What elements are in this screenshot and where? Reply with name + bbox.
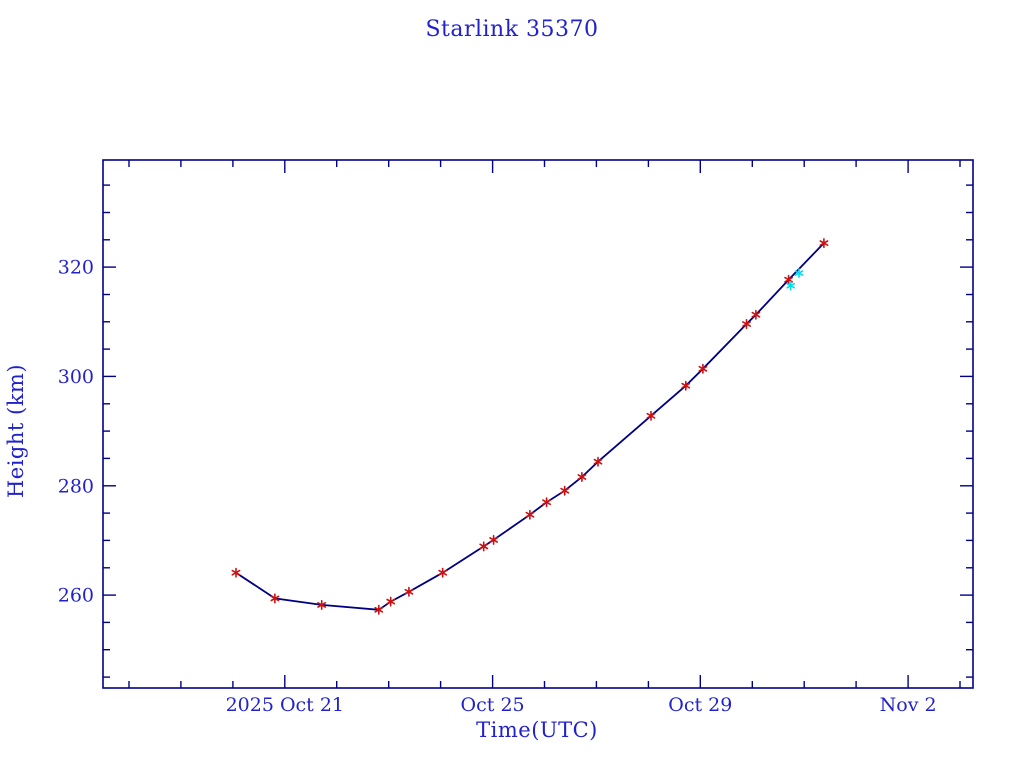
observed-height-marker <box>489 534 499 545</box>
latest-elements-marker <box>794 268 804 278</box>
observed-height-marker <box>751 309 761 320</box>
observed-height-marker <box>404 586 414 597</box>
observed-height-marker <box>542 497 552 508</box>
observed-height-marker <box>317 599 327 610</box>
x-tick-label: Nov 2 <box>880 694 937 716</box>
observed-height-marker <box>593 456 603 467</box>
observed-height-marker <box>742 318 752 330</box>
observed-height-marker <box>270 593 280 604</box>
observed-height-marker <box>479 541 489 552</box>
x-axis-label: Time(UTC) <box>476 718 598 742</box>
observed-height-marker <box>231 567 241 578</box>
x-tick-label: Oct 25 <box>461 694 525 716</box>
observed-height-marker <box>438 567 448 578</box>
y-tick-label: 260 <box>58 585 94 607</box>
observed-height-marker <box>577 471 587 483</box>
observed-height-marker <box>681 380 691 391</box>
axis-ticks <box>103 160 973 688</box>
observed-height-line <box>235 242 825 611</box>
x-tick-label: Oct 29 <box>668 694 732 716</box>
plot-frame <box>102 159 974 689</box>
observed-height-marker <box>560 485 570 496</box>
observed-height-marker <box>386 596 396 607</box>
observed-height-marker <box>646 410 656 421</box>
observed-height-marker <box>374 604 384 615</box>
observed-height-marker <box>698 363 708 374</box>
observed-height-marker <box>819 238 829 249</box>
x-tick-label: 2025 Oct 21 <box>226 694 344 716</box>
observed-height-marker <box>525 509 535 520</box>
chart-title: Starlink 35370 <box>425 17 599 42</box>
latest-elements-marker <box>786 280 796 291</box>
y-tick-label: 280 <box>58 475 94 497</box>
y-tick-label: 300 <box>58 366 94 388</box>
y-tick-label: 320 <box>58 257 94 279</box>
